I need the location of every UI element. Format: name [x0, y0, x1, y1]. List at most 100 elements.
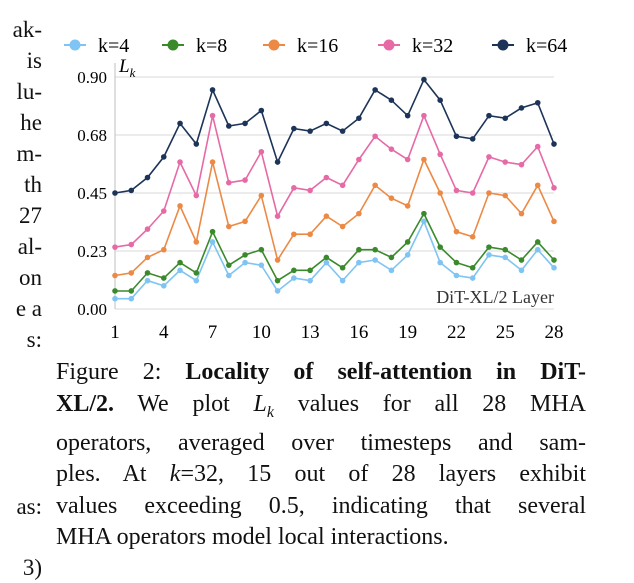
data-point	[160, 208, 167, 214]
x-tick-label: 19	[398, 322, 417, 343]
caption-math-lk: Lk	[253, 390, 274, 421]
data-point	[128, 270, 135, 276]
chart-grid	[115, 76, 554, 310]
data-point	[226, 272, 232, 279]
data-point	[242, 177, 248, 183]
left-fragment: al-	[17, 234, 42, 259]
data-point	[518, 105, 525, 111]
data-point	[112, 295, 118, 302]
left-fragment: s:	[26, 327, 42, 352]
data-point	[502, 115, 509, 122]
y-tick-label: 0.45	[77, 184, 107, 203]
series-line	[114, 157, 555, 277]
caption-line: Figure 2: Locality of self-attention in …	[56, 357, 586, 389]
data-point	[453, 228, 460, 235]
legend-swatch-marker	[268, 39, 280, 51]
data-point	[339, 264, 346, 271]
legend-item: k=64	[492, 35, 567, 57]
data-point	[177, 203, 183, 209]
data-point	[258, 192, 265, 199]
data-point	[372, 182, 378, 189]
data-point	[388, 195, 395, 201]
y-tick-label: 0.23	[77, 242, 107, 261]
data-point	[307, 187, 313, 194]
data-point	[160, 275, 167, 281]
data-point	[551, 264, 557, 271]
series-line	[115, 219, 555, 300]
legend-label: k=8	[196, 35, 227, 57]
left-fragment: on	[19, 265, 42, 290]
data-point	[193, 270, 200, 276]
legend-item: k=4	[64, 35, 129, 57]
legend-item: k=8	[162, 35, 227, 57]
data-point	[356, 259, 362, 266]
data-point	[421, 112, 427, 119]
data-point	[242, 218, 248, 225]
legend-label: k=64	[526, 35, 567, 57]
data-point	[421, 156, 427, 163]
data-point	[372, 133, 378, 140]
data-point	[307, 231, 313, 238]
left-column-text: ak- is lu- he m- th 27 al- on e a s: as:…	[0, 0, 44, 583]
data-point	[339, 277, 346, 284]
data-point	[226, 223, 232, 230]
data-point	[437, 259, 443, 266]
data-point	[274, 257, 281, 263]
data-point	[534, 143, 541, 150]
caption-title-end: XL/2.	[56, 390, 115, 417]
data-point	[193, 277, 200, 284]
data-point	[226, 123, 232, 129]
legend-item: k=16	[263, 35, 338, 57]
y-tick-label: 0.00	[77, 300, 107, 319]
data-point	[339, 182, 346, 189]
data-point	[518, 257, 525, 263]
x-tick-label: 25	[496, 322, 515, 343]
caption-title: Locality of self-attention in DiT-	[185, 359, 586, 385]
series-k4	[112, 218, 557, 302]
left-fragment: th	[24, 172, 42, 197]
data-point	[421, 210, 427, 217]
data-point	[421, 218, 427, 225]
data-point	[144, 174, 151, 181]
data-point	[551, 185, 557, 191]
caption-line: XL/2. We plot Lk values for all 28 MHA	[56, 389, 586, 428]
data-point	[242, 120, 248, 127]
data-point	[486, 190, 492, 196]
data-point	[469, 190, 476, 196]
data-point	[404, 112, 411, 119]
data-point	[144, 254, 151, 261]
data-point	[258, 107, 265, 114]
x-tick-label: 4	[159, 322, 169, 343]
series-k32	[112, 112, 557, 250]
data-point	[453, 259, 460, 266]
legend-label: k=32	[412, 35, 453, 57]
data-point	[518, 210, 525, 217]
chart-legend: k=4 k=8 k=16 k=32 k=64	[64, 35, 567, 57]
data-point	[112, 190, 118, 196]
left-fragment: 3)	[22, 555, 42, 580]
data-point	[274, 213, 281, 219]
data-point	[323, 254, 330, 261]
data-point	[177, 259, 183, 266]
y-tick-label: 0.68	[77, 126, 107, 145]
data-point	[437, 151, 443, 158]
data-point	[551, 257, 557, 263]
data-point	[356, 115, 362, 122]
data-point	[453, 187, 460, 194]
data-point	[551, 218, 557, 225]
data-point	[534, 246, 541, 253]
data-point	[339, 128, 346, 134]
x-tick-label: 1	[110, 322, 120, 343]
x-axis-label: DiT-XL/2 Layer	[436, 287, 554, 307]
caption-line: operators, averaged over timesteps and s…	[56, 429, 586, 456]
series-line	[114, 78, 555, 194]
data-point	[453, 272, 460, 279]
data-point	[453, 133, 460, 140]
data-point	[242, 259, 248, 266]
data-point	[502, 246, 509, 253]
caption-text: ples. At	[56, 461, 170, 488]
legend-swatch-marker	[497, 39, 509, 51]
data-point	[128, 187, 135, 194]
data-point	[112, 244, 118, 250]
data-point	[502, 192, 509, 199]
